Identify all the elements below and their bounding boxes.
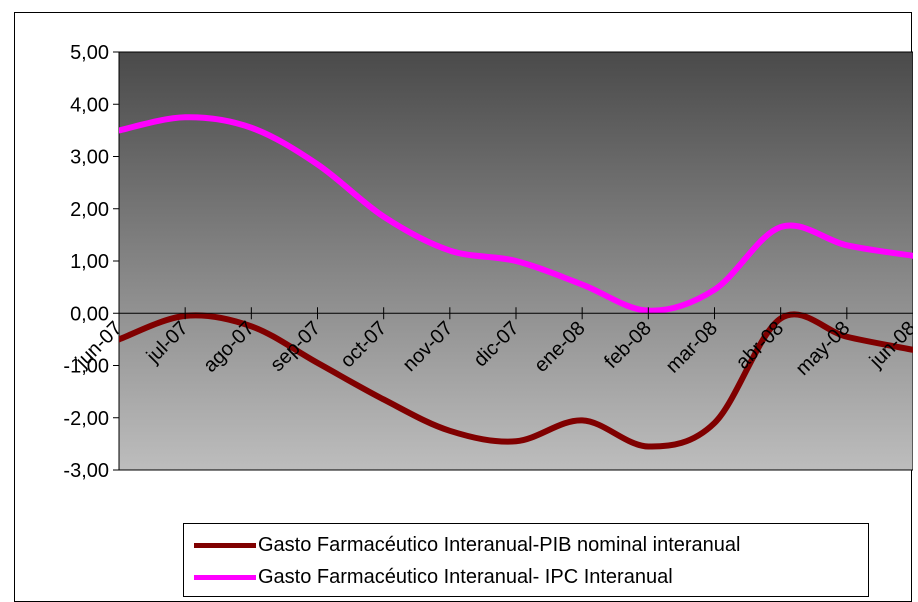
y-axis: 5,00 4,00 3,00 2,00 1,00 0,00 -1,00 -2,00 -3,00	[63, 42, 119, 482]
legend-swatch-pib	[194, 542, 256, 548]
y-tick-label: 2,00	[70, 199, 109, 221]
y-tick-label: 0,00	[70, 303, 109, 325]
legend-item-ipc: Gasto Farmacéutico Interanual- IPC Inter…	[194, 562, 673, 592]
legend-swatch-ipc	[194, 574, 256, 580]
y-tick-label: -1,00	[63, 356, 109, 378]
chart-frame: 5,00 4,00 3,00 2,00 1,00 0,00 -1,00 -2,00 -3,00 …	[14, 12, 913, 602]
chart-plot: 5,004,003,002,001,000,00-1,00-2,00-3,00 …	[63, 42, 913, 482]
legend-item-pib: Gasto Farmacéutico Interanual-PIB nomina…	[194, 530, 740, 560]
legend: Gasto Farmacéutico Interanual-PIB nomina…	[183, 523, 869, 597]
y-tick-label: 1,00	[70, 251, 109, 273]
y-tick-label: 5,00	[70, 42, 109, 64]
y-tick-label: 4,00	[70, 94, 109, 116]
legend-label-ipc: Gasto Farmacéutico Interanual- IPC Inter…	[258, 565, 673, 588]
y-tick-label: -2,00	[63, 408, 109, 430]
y-tick-label: -3,00	[63, 460, 109, 482]
series-line-1	[119, 114, 913, 314]
legend-label-pib: Gasto Farmacéutico Interanual-PIB nomina…	[258, 533, 741, 556]
y-tick-label: 3,00	[70, 147, 109, 169]
